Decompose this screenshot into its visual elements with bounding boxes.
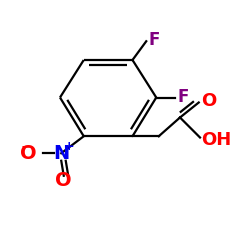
Text: F: F <box>178 88 189 106</box>
Text: +: + <box>64 140 74 153</box>
Text: F: F <box>149 31 160 49</box>
Text: O: O <box>20 144 37 163</box>
Text: N: N <box>53 144 70 163</box>
Text: O: O <box>201 92 216 110</box>
Text: −: − <box>20 140 32 154</box>
Text: OH: OH <box>201 131 232 149</box>
Text: O: O <box>56 171 72 190</box>
